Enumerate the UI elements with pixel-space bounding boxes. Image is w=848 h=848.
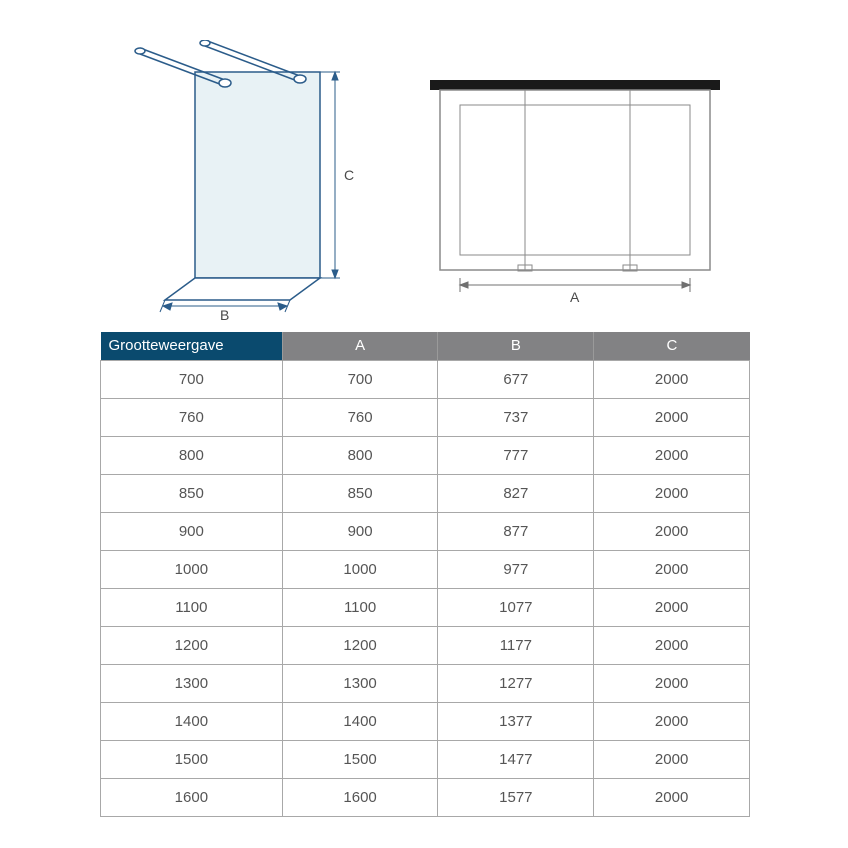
- table-cell: 760: [101, 398, 283, 436]
- table-cell: 1377: [438, 702, 594, 740]
- table-cell: 900: [282, 512, 438, 550]
- table-cell: 1077: [438, 588, 594, 626]
- size-table: Grootteweergave A B C 700700677200076076…: [100, 332, 750, 817]
- table-cell: 677: [438, 360, 594, 398]
- table-cell: 800: [101, 436, 283, 474]
- table-row: 1300130012772000: [101, 664, 750, 702]
- table-cell: 1400: [101, 702, 283, 740]
- label-c: C: [344, 167, 354, 183]
- table-row: 8008007772000: [101, 436, 750, 474]
- table-cell: 1177: [438, 626, 594, 664]
- table-row: 7607607372000: [101, 398, 750, 436]
- right-diagram: A: [430, 80, 720, 305]
- table-row: 1600160015772000: [101, 778, 750, 816]
- table-cell: 2000: [594, 778, 750, 816]
- table-cell: 850: [282, 474, 438, 512]
- table-row: 1100110010772000: [101, 588, 750, 626]
- table-cell: 2000: [594, 360, 750, 398]
- table-cell: 2000: [594, 626, 750, 664]
- table-cell: 2000: [594, 436, 750, 474]
- table-cell: 737: [438, 398, 594, 436]
- table-cell: 1477: [438, 740, 594, 778]
- table-cell: 850: [101, 474, 283, 512]
- table-cell: 777: [438, 436, 594, 474]
- table-cell: 760: [282, 398, 438, 436]
- table-cell: 2000: [594, 398, 750, 436]
- table-cell: 2000: [594, 512, 750, 550]
- table-cell: 1000: [101, 550, 283, 588]
- left-diagram: C B: [135, 40, 354, 320]
- table-row: 9009008772000: [101, 512, 750, 550]
- table-cell: 2000: [594, 588, 750, 626]
- table-cell: 2000: [594, 664, 750, 702]
- table-row: 7007006772000: [101, 360, 750, 398]
- table-cell: 877: [438, 512, 594, 550]
- table-cell: 700: [101, 360, 283, 398]
- table-cell: 1600: [101, 778, 283, 816]
- table-row: 1500150014772000: [101, 740, 750, 778]
- table-cell: 977: [438, 550, 594, 588]
- table-cell: 1200: [282, 626, 438, 664]
- size-table-wrap: Grootteweergave A B C 700700677200076076…: [100, 332, 750, 817]
- diagrams-svg: C B: [100, 40, 750, 320]
- table-row: 1200120011772000: [101, 626, 750, 664]
- col-header-size: Grootteweergave: [101, 332, 283, 360]
- table-cell: 900: [101, 512, 283, 550]
- table-cell: 1600: [282, 778, 438, 816]
- table-cell: 1400: [282, 702, 438, 740]
- diagram-area: C B: [100, 40, 750, 320]
- col-header-a: A: [282, 332, 438, 360]
- table-row: 100010009772000: [101, 550, 750, 588]
- table-cell: 2000: [594, 550, 750, 588]
- col-header-c: C: [594, 332, 750, 360]
- table-row: 8508508272000: [101, 474, 750, 512]
- table-cell: 700: [282, 360, 438, 398]
- table-cell: 1500: [101, 740, 283, 778]
- table-cell: 1300: [282, 664, 438, 702]
- table-cell: 1100: [282, 588, 438, 626]
- col-header-b: B: [438, 332, 594, 360]
- table-cell: 2000: [594, 702, 750, 740]
- table-cell: 2000: [594, 474, 750, 512]
- table-row: 1400140013772000: [101, 702, 750, 740]
- table-cell: 1277: [438, 664, 594, 702]
- table-cell: 1577: [438, 778, 594, 816]
- table-cell: 1100: [101, 588, 283, 626]
- table-cell: 800: [282, 436, 438, 474]
- label-a: A: [570, 289, 580, 305]
- table-cell: 1000: [282, 550, 438, 588]
- table-cell: 1500: [282, 740, 438, 778]
- table-cell: 2000: [594, 740, 750, 778]
- table-cell: 1300: [101, 664, 283, 702]
- table-header-row: Grootteweergave A B C: [101, 332, 750, 360]
- table-cell: 827: [438, 474, 594, 512]
- table-cell: 1200: [101, 626, 283, 664]
- label-b: B: [220, 307, 229, 320]
